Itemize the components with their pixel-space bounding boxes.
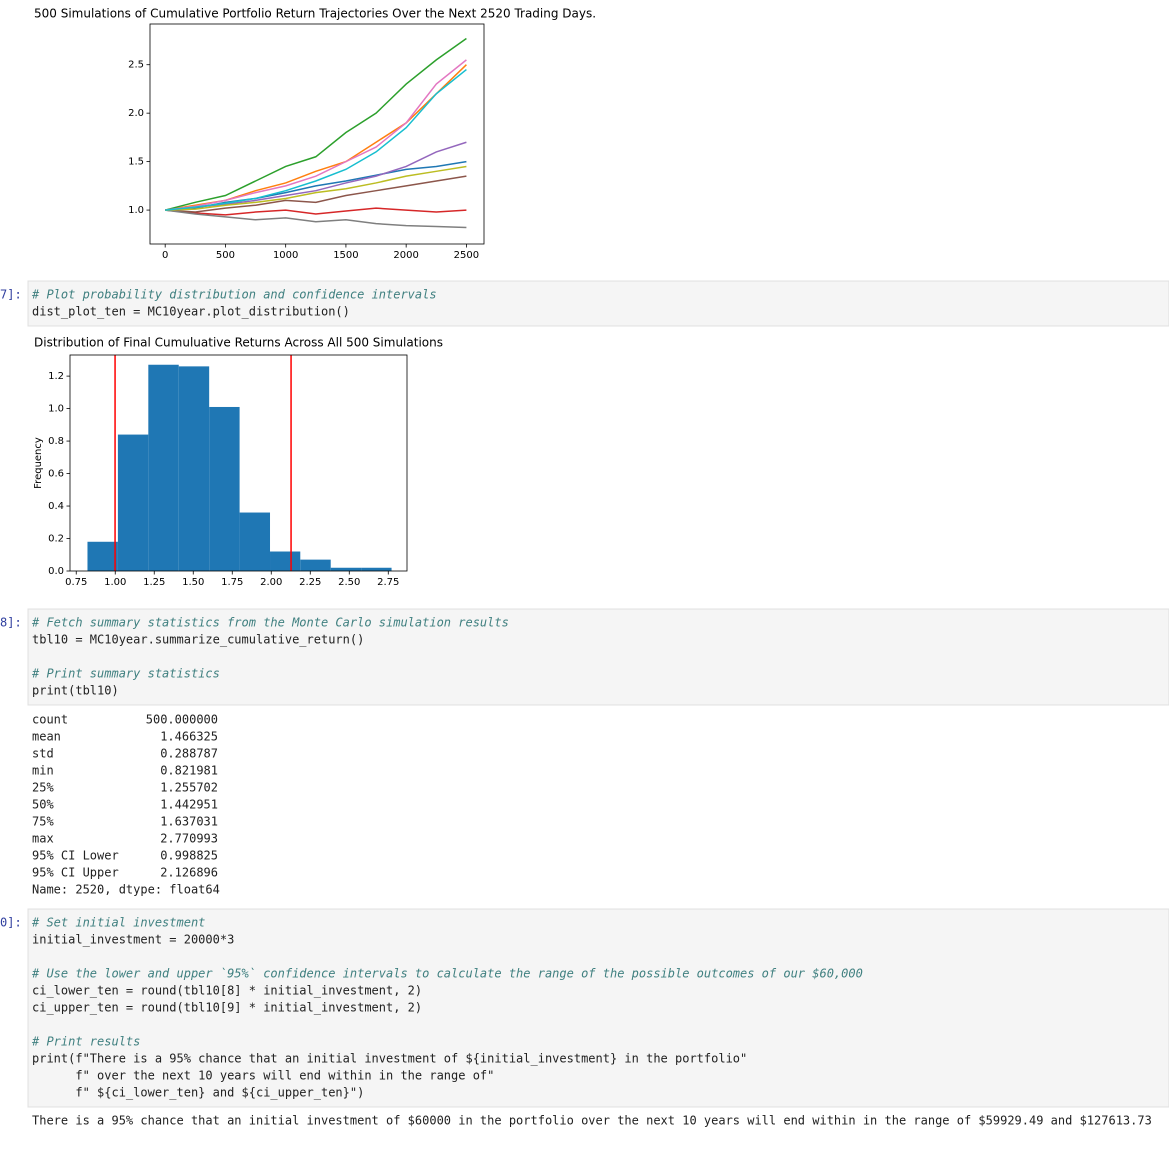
stat-name: 95% CI Lower [32, 849, 119, 863]
trajectory [165, 209, 467, 229]
stat-value: 1.255702 [160, 781, 218, 795]
hist-bar [239, 512, 271, 571]
cell-prompt: 8]: [0, 616, 22, 630]
x-tick-label: 1.00 [104, 577, 126, 588]
plot-frame [69, 354, 408, 572]
trajectory [165, 175, 467, 213]
x-tick-label: 0 [162, 250, 168, 261]
stat-name: 75% [32, 815, 54, 829]
stat-value: 500.000000 [146, 713, 218, 727]
x-tick-label: 0.75 [65, 577, 87, 588]
code-line: f" ${ci_lower_ten} and ${ci_upper_ten}") [32, 1086, 364, 1100]
stat-value: 2.126896 [160, 866, 218, 880]
result-output: There is a 95% chance that an initial in… [32, 1114, 1152, 1128]
hist-bar [209, 406, 240, 571]
cell-prompt: 0]: [0, 916, 22, 930]
stat-footer: Name: 2520, dtype: float64 [32, 883, 220, 897]
stat-name: std [32, 747, 54, 761]
chart-title: Distribution of Final Cumuluative Return… [34, 336, 443, 350]
x-tick-label: 2.75 [377, 577, 399, 588]
x-tick-label: 1.75 [221, 577, 243, 588]
code-cell [27, 280, 1169, 327]
x-tick-label: 2.25 [299, 577, 321, 588]
code-line: print(tbl10) [32, 684, 119, 698]
code-line: dist_plot_ten = MC10year.plot_distributi… [32, 305, 350, 319]
y-tick-label: 0.8 [48, 436, 64, 447]
stat-value: 0.821981 [160, 764, 218, 778]
stat-value: 0.998825 [160, 849, 218, 863]
code-line: initial_investment = 20000*3 [32, 933, 234, 947]
stat-value: 0.288787 [160, 747, 218, 761]
code-line: ci_upper_ten = round(tbl10[9] * initial_… [32, 1001, 422, 1015]
x-tick-label: 1500 [333, 250, 358, 261]
stat-name: max [32, 832, 54, 846]
code-line: # Fetch summary statistics from the Mont… [31, 616, 509, 630]
stat-value: 1.442951 [160, 798, 218, 812]
trajectory [165, 68, 467, 211]
hist-bar [117, 434, 149, 571]
stat-name: 50% [32, 798, 54, 812]
y-tick-label: 0.4 [48, 501, 64, 512]
y-tick-label: 1.5 [128, 157, 144, 168]
x-tick-label: 2.00 [260, 577, 282, 588]
x-tick-label: 2.50 [338, 577, 360, 588]
trajectory [165, 64, 467, 211]
x-tick-label: 2500 [454, 250, 479, 261]
stat-value: 1.637031 [160, 815, 218, 829]
code-line: # Print results [31, 1035, 140, 1049]
x-tick-label: 1.50 [182, 577, 204, 588]
x-tick-label: 1.25 [143, 577, 165, 588]
y-tick-label: 1.0 [128, 205, 144, 216]
y-tick-label: 0.2 [48, 534, 64, 545]
stat-name: count [32, 713, 68, 727]
y-axis-label: Frequency [33, 437, 44, 489]
code-line: ci_lower_ten = round(tbl10[8] * initial_… [32, 984, 422, 998]
code-line: # Set initial investment [31, 916, 205, 930]
hist-bar [300, 559, 331, 571]
code-line: # Plot probability distribution and conf… [31, 288, 437, 302]
stat-name: mean [32, 730, 61, 744]
stat-name: min [32, 764, 54, 778]
cell-prompt: 7]: [0, 288, 22, 302]
x-tick-label: 500 [216, 250, 235, 261]
stat-name: 95% CI Upper [32, 866, 119, 880]
code-line: f" over the next 10 years will end withi… [32, 1069, 494, 1083]
y-tick-label: 0.0 [48, 566, 64, 577]
code-line: print(f"There is a 95% chance that an in… [32, 1052, 747, 1066]
code-line: tbl10 = MC10year.summarize_cumulative_re… [32, 633, 364, 647]
y-tick-label: 1.2 [48, 371, 64, 382]
stat-name: 25% [32, 781, 54, 795]
stat-value: 2.770993 [160, 832, 218, 846]
trajectory [165, 207, 467, 216]
hist-bar [178, 366, 210, 571]
chart-title: 500 Simulations of Cumulative Portfolio … [34, 7, 596, 21]
x-tick-label: 2000 [393, 250, 418, 261]
hist-bar [148, 364, 179, 571]
code-cell [27, 908, 1169, 1108]
hist-bar [270, 551, 301, 571]
trajectory [165, 165, 467, 211]
trajectory [165, 59, 467, 211]
trajectory [164, 37, 467, 211]
hist-bar [87, 541, 118, 571]
y-tick-label: 1.0 [48, 404, 64, 415]
code-line: # Print summary statistics [31, 667, 220, 681]
y-tick-label: 2.0 [128, 108, 144, 119]
y-tick-label: 2.5 [128, 60, 144, 71]
code-line: # Use the lower and upper `95%` confiden… [31, 967, 863, 981]
x-tick-label: 1000 [273, 250, 298, 261]
y-tick-label: 0.6 [48, 469, 64, 480]
hist-bar [361, 567, 392, 571]
hist-bar [330, 567, 362, 571]
code-cell [27, 608, 1169, 706]
plot-frame [149, 23, 485, 245]
stat-value: 1.466325 [160, 730, 218, 744]
